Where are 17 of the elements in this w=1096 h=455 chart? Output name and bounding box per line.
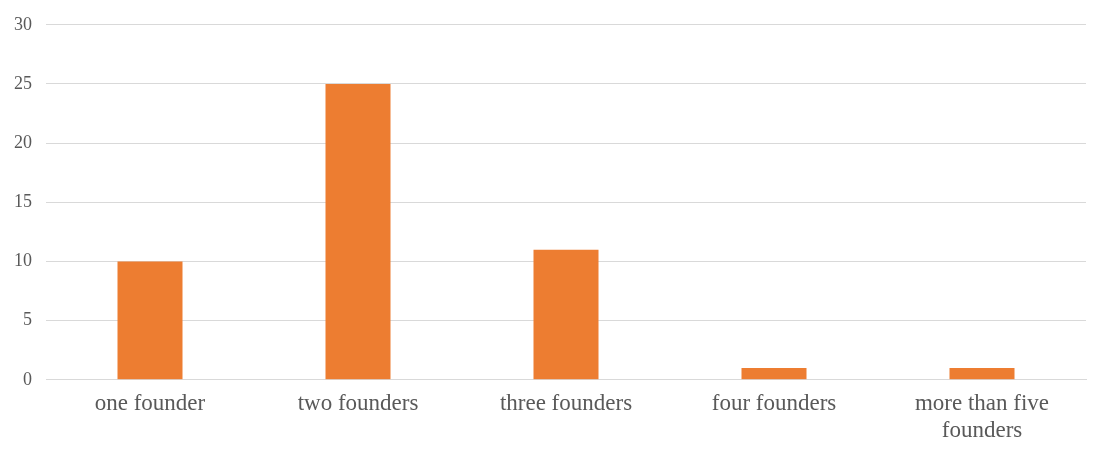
bar — [533, 249, 599, 380]
y-tick-label: 10 — [14, 250, 32, 271]
x-tick-label: four founders — [711, 389, 837, 415]
bar — [325, 83, 391, 380]
y-tick-label: 20 — [14, 131, 32, 152]
y-tick-label: 5 — [23, 309, 32, 330]
x-tick-label: two founders — [297, 389, 419, 415]
x-tick-label: one founder — [94, 389, 206, 415]
x-tick-label: three founders — [499, 389, 633, 415]
y-tick-label: 0 — [23, 368, 32, 389]
y-tick-label: 25 — [14, 72, 32, 93]
bar — [741, 367, 807, 380]
y-tick-label: 30 — [14, 13, 32, 34]
y-tick-label: 15 — [14, 191, 32, 212]
x-tick-label: more than five founders — [914, 389, 1050, 443]
bar — [117, 261, 183, 380]
bar — [949, 367, 1015, 380]
